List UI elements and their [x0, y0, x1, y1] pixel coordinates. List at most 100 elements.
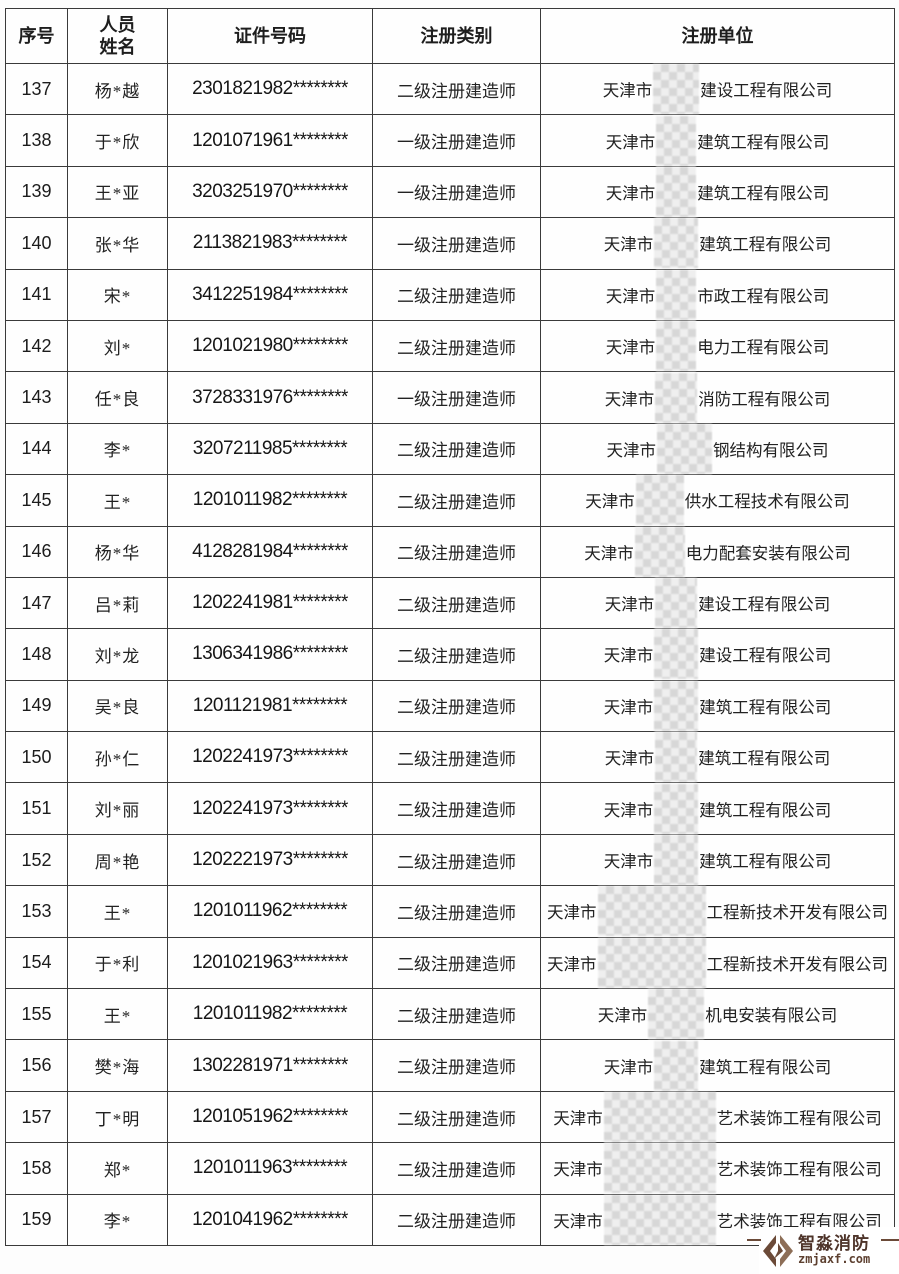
- cell-registration-category: 一级注册建造师: [372, 217, 541, 270]
- cell-registration-unit: 天津市 机电安装有限公司: [540, 988, 895, 1041]
- cell-person-name: 孙*仁: [67, 731, 168, 784]
- cell-id-number: 3207211985********: [167, 422, 373, 476]
- table-row: 158 郑* 1201011963******** 二级注册建造师 天津市 艺术装饰工程有…: [5, 1142, 895, 1195]
- cell-serial-number: 153: [5, 885, 68, 938]
- cell-registration-category: 二级注册建造师: [372, 576, 541, 630]
- cell-person-name: 吕*莉: [67, 576, 168, 630]
- cell-registration-unit: 天津市 市政工程有限公司: [540, 268, 895, 321]
- table-row: 151 刘*丽 1202241973******** 二级注册建造师 天津市 建筑工程有限…: [5, 782, 895, 835]
- cell-registration-category: 二级注册建造师: [372, 1090, 541, 1144]
- cell-registration-unit: 天津市 电力工程有限公司: [540, 319, 895, 373]
- cell-serial-number: 157: [5, 1090, 68, 1144]
- cell-serial-number: 156: [5, 1039, 68, 1092]
- table-row: 149 吴*良 1201121981******** 二级注册建造师 天津市 建筑工程有限…: [5, 679, 895, 733]
- unit-name-prefix: 天津市: [603, 800, 654, 820]
- cell-id-number: 1202241973********: [167, 731, 373, 784]
- unit-name-suffix: 钢结构有限公司: [713, 440, 829, 460]
- unit-name-prefix: 天津市: [603, 852, 654, 872]
- cell-serial-number: 144: [5, 422, 68, 476]
- redacted-region: [657, 423, 712, 474]
- cell-person-name: 樊*海: [67, 1039, 168, 1092]
- unit-name-suffix: 建设工程有限公司: [700, 81, 833, 101]
- table-row: 152 周*艳 1202221973******** 二级注册建造师 天津市 建筑工程有限…: [5, 833, 895, 887]
- cell-registration-category: 二级注册建造师: [372, 1142, 541, 1195]
- table-row: 159 李* 1201041962******** 二级注册建造师 天津市 艺术装饰工程有…: [5, 1193, 895, 1246]
- cell-registration-category: 二级注册建造师: [372, 782, 541, 835]
- unit-name-prefix: 天津市: [553, 1211, 603, 1231]
- redacted-region: [654, 680, 699, 731]
- cell-id-number: 1201021963********: [167, 936, 373, 990]
- cell-serial-number: 152: [5, 833, 68, 887]
- unit-name-prefix: 天津市: [603, 697, 654, 717]
- cell-serial-number: 141: [5, 268, 68, 321]
- table-row: 147 吕*莉 1202241981******** 二级注册建造师 天津市 建设工程有限…: [5, 576, 895, 630]
- table-row: 144 李* 3207211985******** 二级注册建造师 天津市 钢结构有限公司: [5, 422, 895, 476]
- cell-serial-number: 142: [5, 319, 68, 373]
- cell-registration-unit: 天津市 钢结构有限公司: [540, 422, 895, 476]
- cell-serial-number: 137: [5, 62, 68, 116]
- cell-id-number: 1201121981********: [167, 679, 373, 733]
- cell-person-name: 于*欣: [67, 114, 168, 167]
- unit-name-suffix: 建筑工程有限公司: [699, 235, 832, 255]
- watermark-rule-left: [747, 1239, 761, 1241]
- redacted-region: [634, 526, 685, 577]
- unit-name-prefix: 天津市: [605, 338, 656, 358]
- unit-name-prefix: 天津市: [553, 1109, 603, 1128]
- unit-name-prefix: 天津市: [585, 492, 635, 512]
- unit-name-suffix: 工程新技术开发有限公司: [706, 954, 889, 974]
- cell-serial-number: 146: [5, 525, 68, 578]
- redacted-region: [656, 269, 697, 320]
- cell-registration-category: 二级注册建造师: [372, 525, 541, 578]
- unit-name-prefix: 天津市: [597, 1006, 648, 1026]
- unit-name-prefix: 天津市: [604, 595, 655, 615]
- unit-name-suffix: 艺术装饰工程有限公司: [716, 1211, 882, 1231]
- cell-serial-number: 147: [5, 576, 68, 630]
- cell-registration-category: 二级注册建造师: [372, 422, 541, 476]
- unit-name-suffix: 艺术装饰工程有限公司: [716, 1109, 882, 1128]
- cell-id-number: 3412251984********: [167, 268, 373, 321]
- redacted-region: [654, 1040, 699, 1091]
- registration-table: 序号 人员 姓名 证件号码 注册类别 注册单位 137 杨*越 2301821982****…: [5, 8, 895, 1246]
- unit-name-suffix: 机电安装有限公司: [705, 1006, 838, 1026]
- unit-name-prefix: 天津市: [605, 183, 656, 203]
- unit-name-suffix: 建筑工程有限公司: [699, 800, 832, 820]
- redacted-region: [654, 783, 699, 834]
- unit-name-prefix: 天津市: [547, 903, 597, 923]
- cell-person-name: 吴*良: [67, 679, 168, 733]
- redacted-region: [656, 115, 697, 166]
- cell-person-name: 李*: [67, 1193, 168, 1246]
- unit-name-prefix: 天津市: [605, 132, 656, 152]
- cell-serial-number: 154: [5, 936, 68, 990]
- cell-registration-unit: 天津市 建筑工程有限公司: [540, 679, 895, 733]
- unit-name-prefix: 天津市: [605, 286, 656, 306]
- cell-id-number: 1201051962********: [167, 1090, 373, 1144]
- table-row: 156 樊*海 1302281971******** 二级注册建造师 天津市 建筑工程有限…: [5, 1039, 895, 1092]
- table-row: 141 宋* 3412251984******** 二级注册建造师 天津市 市政工程有限公…: [5, 268, 895, 321]
- cell-registration-unit: 天津市 建筑工程有限公司: [540, 833, 895, 887]
- table-row: 139 王*亚 3203251970******** 一级注册建造师 天津市 建筑工程有限…: [5, 165, 895, 219]
- redacted-region: [654, 629, 699, 680]
- unit-name-prefix: 天津市: [547, 954, 597, 974]
- cell-registration-category: 二级注册建造师: [372, 319, 541, 373]
- redacted-region: [597, 937, 706, 988]
- cell-person-name: 杨*越: [67, 62, 168, 116]
- redacted-region: [597, 886, 706, 937]
- unit-name-suffix: 建设工程有限公司: [698, 595, 831, 615]
- cell-serial-number: 159: [5, 1193, 68, 1246]
- table-row: 154 于*利 1201021963******** 二级注册建造师 天津市 工程新技术开…: [5, 936, 895, 990]
- cell-person-name: 刘*: [67, 319, 168, 373]
- watermark-site-url: zmjaxf.com: [798, 1252, 871, 1267]
- column-header-4: 注册单位: [540, 8, 895, 64]
- zhimiao-logo-icon: [763, 1234, 793, 1267]
- table-row: 146 杨*华 4128281984******** 二级注册建造师 天津市 电力配套安装…: [5, 525, 895, 578]
- unit-name-suffix: 建筑工程有限公司: [697, 183, 830, 203]
- cell-registration-unit: 天津市 消防工程有限公司: [540, 371, 895, 424]
- cell-person-name: 任*良: [67, 371, 168, 424]
- table-row: 145 王* 1201011982******** 二级注册建造师 天津市 供水工程技术有…: [5, 474, 895, 527]
- cell-registration-unit: 天津市 工程新技术开发有限公司: [540, 936, 895, 990]
- cell-registration-category: 二级注册建造师: [372, 268, 541, 321]
- redacted-region: [635, 475, 684, 526]
- cell-serial-number: 155: [5, 988, 68, 1041]
- column-header-2: 证件号码: [167, 8, 373, 64]
- cell-registration-category: 一级注册建造师: [372, 165, 541, 219]
